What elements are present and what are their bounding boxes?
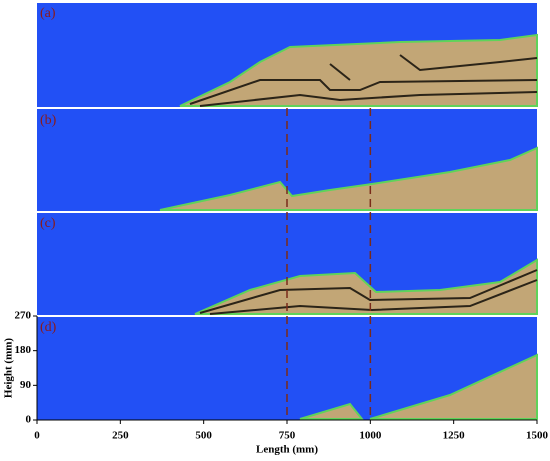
sand-layer [199,91,538,107]
sand-profile [179,33,538,107]
y-tick-label: 0 [26,414,32,426]
x-tick-label: 500 [195,430,212,442]
sand-layer [329,54,538,81]
x-tick-label: 1250 [443,430,466,442]
panel-label: (c) [40,216,56,231]
x-tick-label: 1000 [359,430,382,442]
panel-label: (b) [40,113,57,128]
x-tick-label: 750 [279,430,296,442]
x-tick-label: 250 [112,430,129,442]
panel-label: (a) [40,6,56,21]
photo-panels [37,3,538,420]
sand-profile [159,146,538,211]
sand-profile [369,353,538,420]
sand-layer [209,279,538,315]
sand-layer [199,269,538,314]
y-tick-label: 90 [20,379,32,391]
x-tick-label: 1500 [526,430,549,442]
panel-label: (d) [40,320,57,335]
sand-layer [189,79,538,105]
x-axis-label: Length (mm) [256,444,318,456]
y-tick-label: 180 [15,344,32,356]
sand-profile [299,402,365,420]
sand-profile [194,258,538,315]
y-tick-label: 270 [15,310,32,322]
x-tick-label: 0 [34,430,40,442]
y-axis-label: Height (mm) [3,338,15,399]
